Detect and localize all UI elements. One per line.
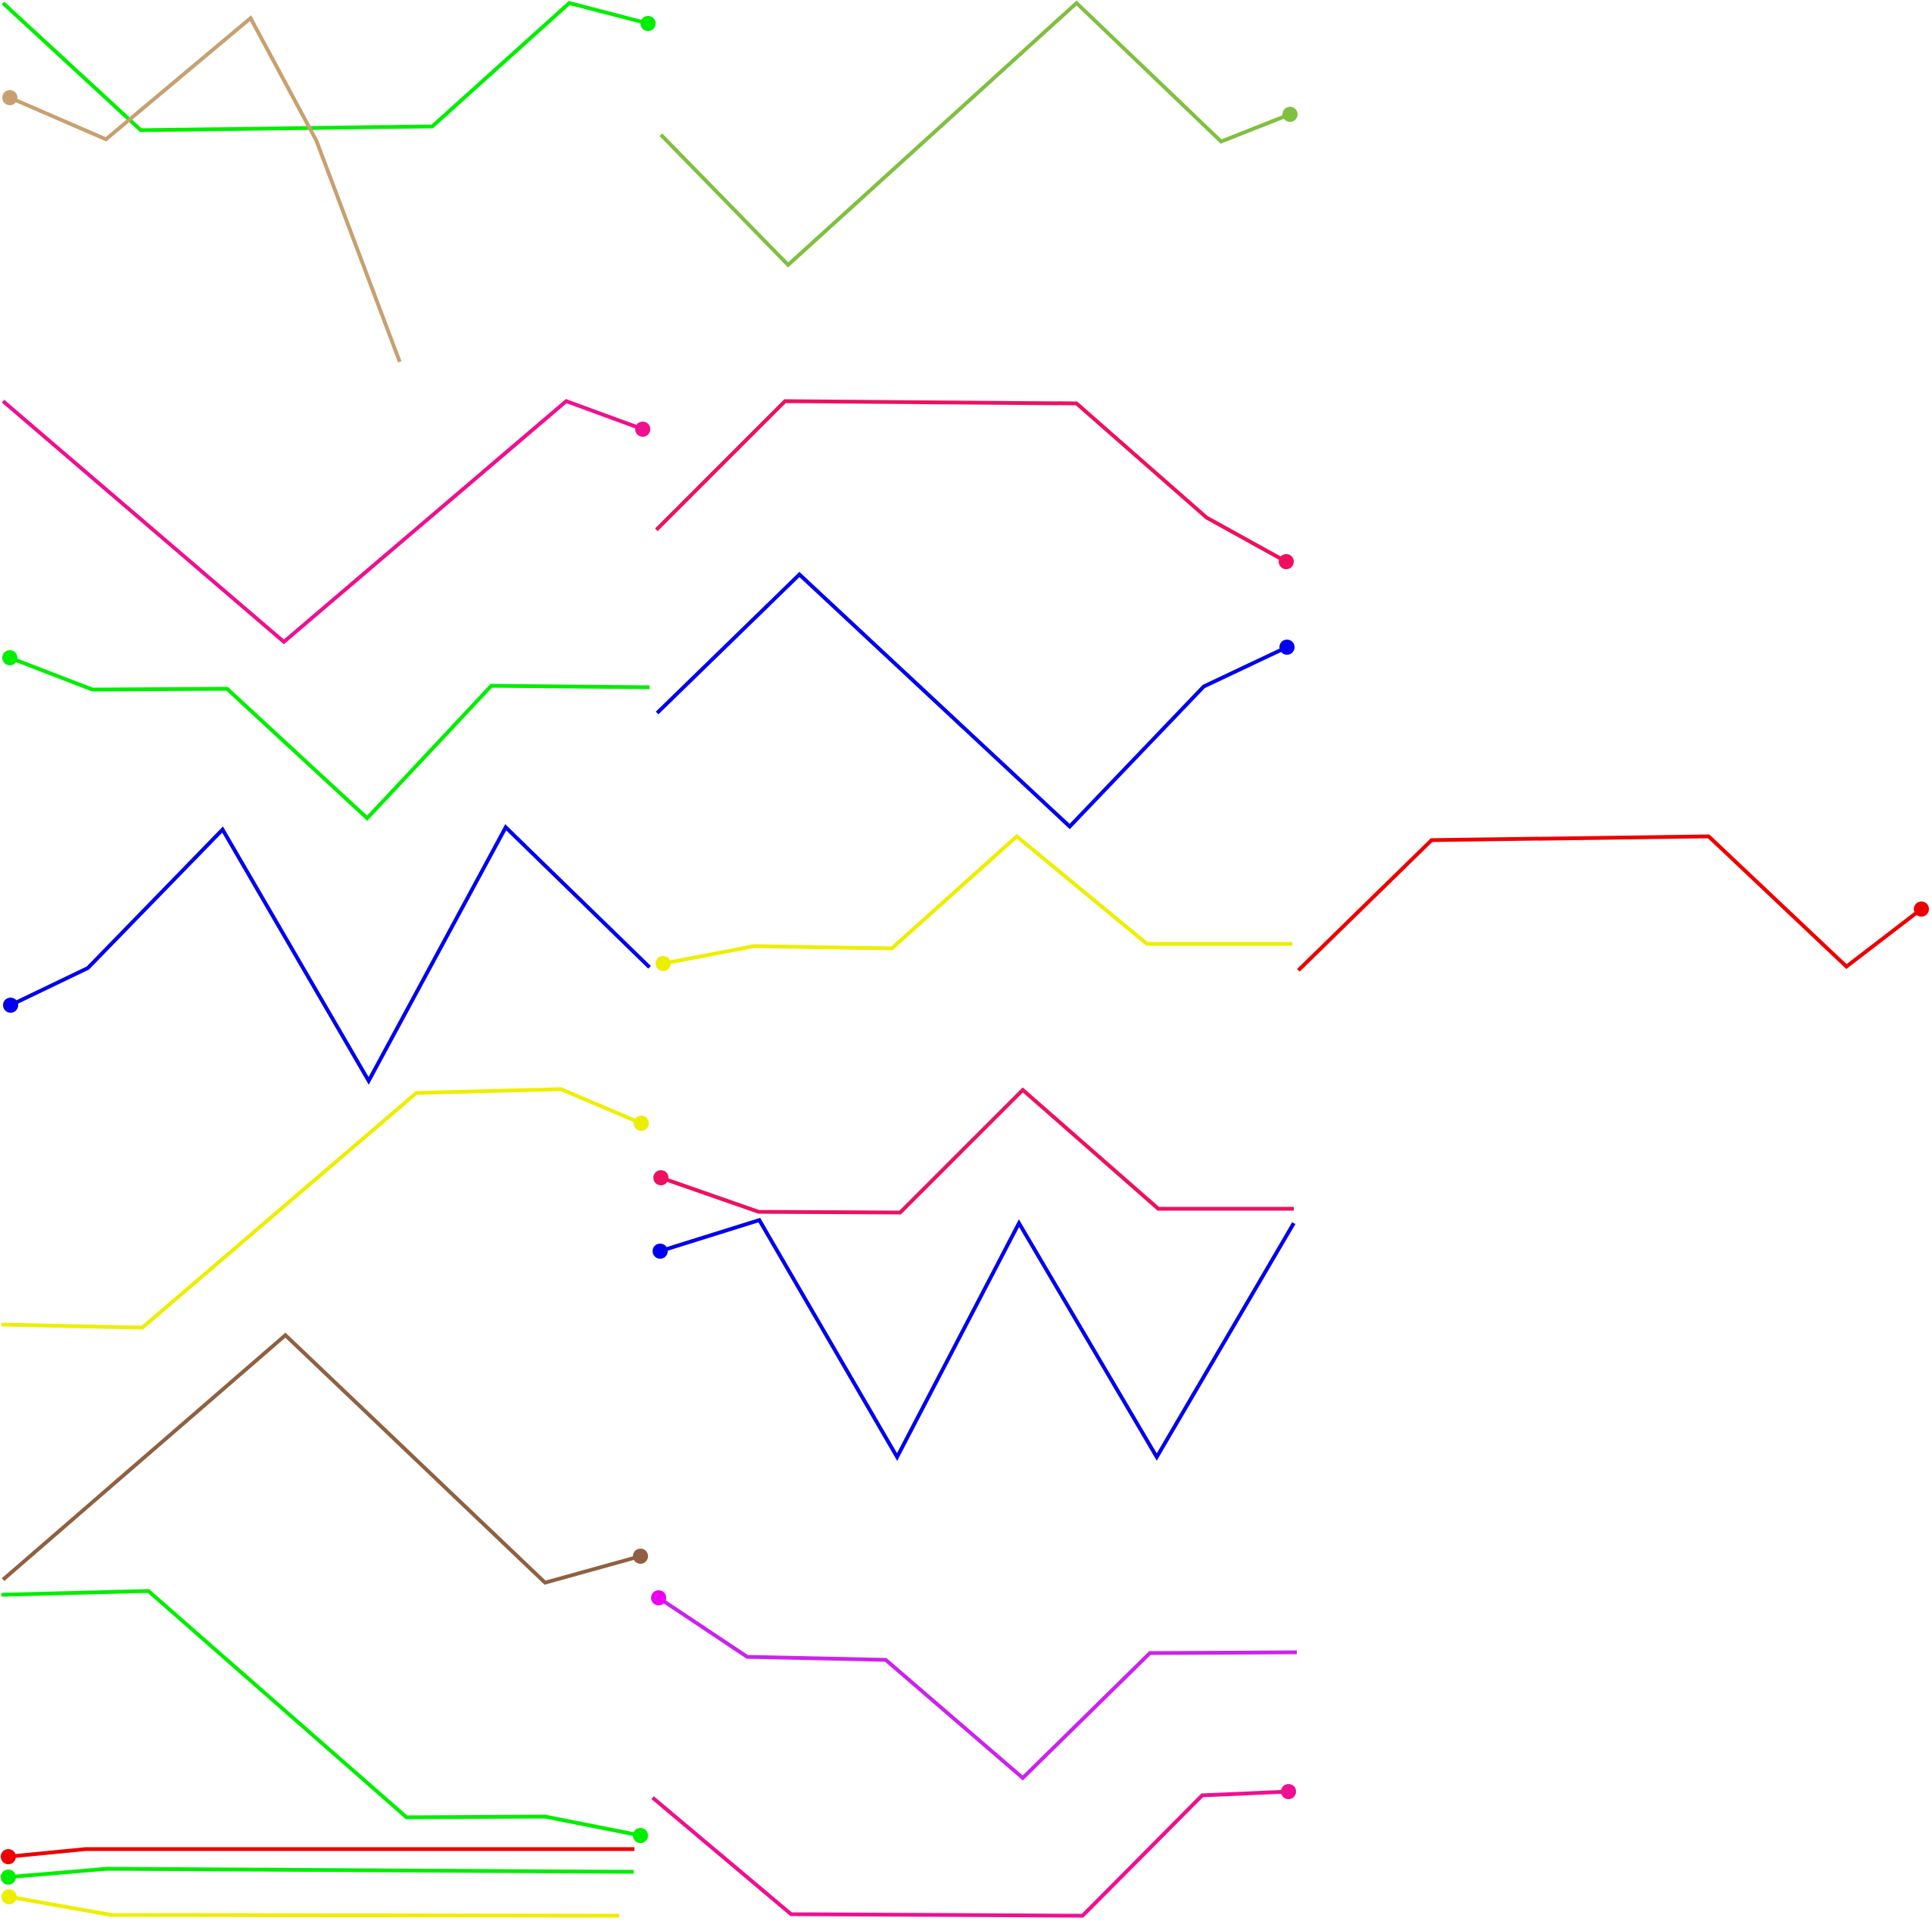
line-red-right-endpoint-dot — [1914, 901, 1929, 917]
line-tan-left-endpoint-dot — [2, 90, 17, 105]
line-yellow-left — [1, 1087, 649, 1330]
line-tan-left — [2, 15, 402, 363]
line-yellow-left-endpoint-dot — [634, 1116, 649, 1131]
line-purple-lower-middle-endpoint-dot — [651, 1590, 666, 1605]
line-yellow-middle — [656, 833, 1292, 971]
line-blue-lower-middle — [653, 1218, 1296, 1462]
line-green-bottom-left — [1, 1867, 634, 1885]
line-magenta-bottom-middle-path — [651, 1789, 1289, 1918]
line-magenta-left-endpoint-dot — [635, 422, 650, 437]
line-blue-lower-middle-endpoint-dot — [653, 1244, 668, 1259]
line-tan-left-path — [9, 15, 402, 363]
line-yellow-bottom-left-path — [8, 1895, 620, 1918]
line-purple-lower-middle-path — [657, 1596, 1298, 1781]
line-blue-left-path — [9, 824, 651, 1085]
line-olive-green-top-middle-endpoint-dot — [1282, 107, 1298, 122]
line-blue-mid-middle-path — [656, 571, 1289, 830]
line-green-bottom-left-endpoint-dot — [1, 1870, 16, 1885]
line-green-top-left — [2, 1, 656, 132]
line-green-lower-left-path — [1, 1589, 641, 1838]
line-red-right — [1297, 834, 1929, 972]
line-green-top-left-path — [2, 1, 649, 132]
line-yellow-middle-endpoint-dot — [656, 956, 671, 971]
line-crimson-middle-path — [655, 399, 1288, 564]
line-crimson-lower-middle-path — [660, 1087, 1294, 1215]
line-yellow-left-path — [1, 1087, 642, 1330]
line-green-mid-left-endpoint-dot — [2, 650, 17, 665]
line-crimson-middle-endpoint-dot — [1279, 554, 1294, 569]
line-magenta-bottom-middle — [651, 1784, 1296, 1918]
line-yellow-bottom-left-endpoint-dot — [2, 1889, 17, 1904]
line-crimson-lower-middle — [653, 1087, 1294, 1215]
line-green-top-left-endpoint-dot — [640, 16, 656, 31]
line-blue-lower-middle-path — [659, 1218, 1296, 1462]
line-purple-lower-middle — [651, 1590, 1298, 1781]
line-blue-left-endpoint-dot — [3, 998, 18, 1013]
line-brown-left — [2, 1332, 648, 1585]
line-green-lower-left — [1, 1589, 648, 1843]
line-blue-mid-middle-endpoint-dot — [1279, 640, 1295, 655]
line-yellow-middle-path — [662, 833, 1292, 966]
line-olive-green-top-middle-path — [659, 0, 1291, 268]
line-green-bottom-left-path — [8, 1867, 634, 1879]
line-green-mid-left — [2, 650, 650, 821]
line-magenta-left — [2, 399, 650, 645]
line-red-bottom-left-path — [8, 1847, 634, 1859]
line-green-mid-left-path — [9, 655, 650, 821]
line-red-bottom-left — [1, 1847, 634, 1864]
line-green-lower-left-endpoint-dot — [633, 1828, 648, 1843]
line-yellow-bottom-left — [2, 1889, 620, 1918]
line-crimson-lower-middle-endpoint-dot — [653, 1170, 668, 1185]
line-crimson-middle — [655, 399, 1294, 569]
line-red-right-path — [1297, 834, 1923, 972]
line-magenta-left-path — [2, 399, 643, 645]
line-brown-left-path — [2, 1332, 641, 1585]
line-blue-mid-middle — [656, 571, 1295, 830]
line-brown-left-endpoint-dot — [633, 1549, 648, 1564]
line-magenta-bottom-middle-endpoint-dot — [1281, 1784, 1296, 1799]
line-red-bottom-left-endpoint-dot — [1, 1849, 16, 1864]
line-olive-green-top-middle — [659, 0, 1298, 268]
line-blue-left — [3, 824, 651, 1085]
